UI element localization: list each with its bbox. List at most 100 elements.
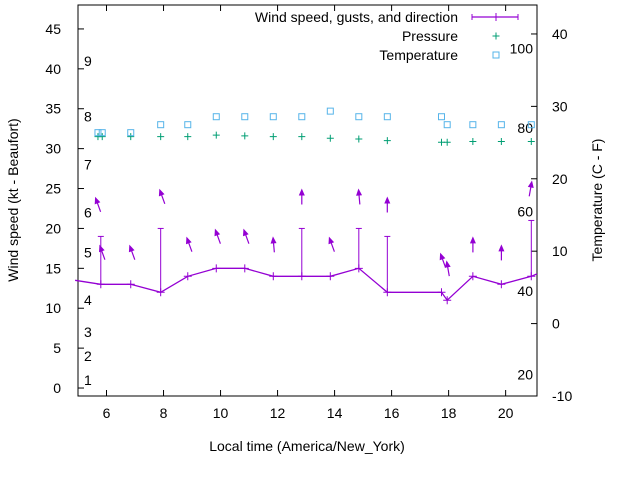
wind-arrow-head <box>99 244 105 253</box>
x-tick-label: 6 <box>103 405 111 421</box>
pressure-point <box>355 135 363 143</box>
pressure-point <box>326 134 334 142</box>
y-tick-label: 5 <box>53 340 61 356</box>
ticks-layer: 6 8 10 12 14 16 18 20051015202530354045-1001020… <box>45 5 572 421</box>
pressure-point <box>527 137 535 145</box>
beaufort-label: 9 <box>84 53 92 69</box>
series-layer <box>75 107 538 305</box>
y-tick-label: 10 <box>45 300 61 316</box>
wind-arrow-head <box>498 244 505 252</box>
y-tick-label: 45 <box>45 21 61 37</box>
wind-arrow-head <box>243 228 249 237</box>
temperature-point <box>127 129 135 137</box>
x-axis-label: Local time (America/New_York) <box>209 438 405 454</box>
wind-direction-arrow <box>328 236 335 252</box>
beaufort-label: 2 <box>84 348 92 364</box>
pressure-point <box>298 133 306 141</box>
temperature-point <box>94 129 102 137</box>
y2-tick-label: 0 <box>552 316 560 332</box>
beaufort-label: 4 <box>84 292 92 308</box>
wind-speed-point <box>468 272 477 281</box>
wind-arrow-head <box>270 236 277 244</box>
wind-arrow-head <box>298 188 305 196</box>
temperature-point <box>241 113 249 121</box>
wind-direction-arrow <box>99 244 106 260</box>
fahrenheit-labels: 20 40 60 80 100 <box>510 40 534 382</box>
wind-direction-arrow <box>94 196 102 212</box>
x-tick-label: 20 <box>498 405 514 421</box>
wind-speed-point <box>126 280 135 289</box>
temperature-point <box>98 129 106 137</box>
temperature-point <box>527 121 535 129</box>
y2-tick-label: 30 <box>552 98 568 114</box>
wind-arrow-head <box>328 236 335 245</box>
wind-direction-arrow <box>128 244 136 260</box>
wind-direction-arrow <box>444 260 451 277</box>
pressure-point <box>383 137 391 145</box>
legend: Wind speed, gusts, and direction Pressure… <box>255 9 519 63</box>
temperature-point <box>326 107 334 115</box>
fahrenheit-label: 40 <box>517 283 533 299</box>
x-tick-label: 10 <box>213 405 229 421</box>
y-tick-label: 40 <box>45 61 61 77</box>
wind-speed-point <box>437 288 446 297</box>
x-tick-label: 16 <box>384 405 400 421</box>
y2-tick-label: -10 <box>552 388 572 404</box>
wind-arrow-head <box>94 196 101 205</box>
temperature-point <box>469 121 477 129</box>
wind-speed-point <box>326 272 335 281</box>
pressure-point <box>241 132 249 140</box>
legend-marker <box>471 13 519 21</box>
y-axis-label: Wind speed (kt - Beaufort) <box>5 118 21 281</box>
temperature-point <box>212 113 220 121</box>
legend-marker <box>492 51 500 59</box>
temperature-point <box>355 113 363 121</box>
wind-speed-point <box>240 264 249 273</box>
temperature-point <box>184 121 192 129</box>
x-tick-label: 18 <box>441 405 457 421</box>
temperature-point <box>443 121 451 129</box>
pressure-point <box>269 133 277 141</box>
temperature-point <box>437 113 445 121</box>
wind-direction-arrow <box>298 188 305 205</box>
wind-arrow-head <box>384 196 391 204</box>
wind-arrow-head <box>356 188 363 196</box>
wind-arrow-head <box>186 236 192 245</box>
wind-speed-point <box>183 272 192 281</box>
y2-tick-label: 20 <box>552 171 568 187</box>
wind-arrow-head <box>158 188 165 197</box>
legend-label: Pressure <box>402 28 458 44</box>
wind-arrow-head <box>214 228 221 237</box>
wind-arrow-head <box>439 252 446 261</box>
y2-axis-label: Temperature (C - F) <box>589 139 605 262</box>
y-tick-label: 25 <box>45 181 61 197</box>
wind-direction-arrow <box>270 236 277 253</box>
pressure-point <box>184 133 192 141</box>
legend-label: Wind speed, gusts, and direction <box>255 9 458 25</box>
pressure-point <box>212 131 220 139</box>
wind-direction-arrow <box>384 196 391 213</box>
wind-direction-arrow <box>158 188 166 204</box>
wind-speed-point <box>269 272 278 281</box>
plot-frame <box>77 4 538 397</box>
temperature-point <box>298 113 306 121</box>
wind-direction-arrow <box>243 228 250 244</box>
pressure-point <box>469 137 477 145</box>
fahrenheit-label: 100 <box>510 40 534 56</box>
fahrenheit-label: 20 <box>517 366 533 382</box>
pressure-point <box>443 138 451 146</box>
pressure-point <box>157 133 165 141</box>
beaufort-label: 3 <box>84 324 92 340</box>
wind-direction-arrow <box>186 236 193 252</box>
temperature-point <box>269 113 277 121</box>
wind-arrow-head <box>469 236 476 244</box>
wind-arrow-head <box>128 244 135 253</box>
wind-speed-point <box>443 296 452 305</box>
y2-tick-label: 40 <box>552 26 568 42</box>
wind-arrow-head <box>444 260 451 268</box>
pressure-point <box>127 133 135 141</box>
wind-direction-arrow <box>356 188 363 205</box>
x-tick-label: 14 <box>327 405 343 421</box>
